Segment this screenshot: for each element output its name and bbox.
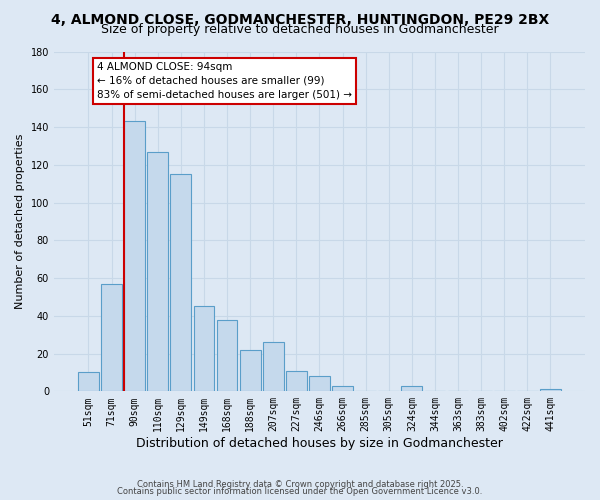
Bar <box>540 390 561 392</box>
Bar <box>124 122 145 392</box>
Bar <box>194 306 214 392</box>
Bar <box>401 386 422 392</box>
Bar <box>101 284 122 392</box>
Text: Size of property relative to detached houses in Godmanchester: Size of property relative to detached ho… <box>101 22 499 36</box>
Text: 4 ALMOND CLOSE: 94sqm
← 16% of detached houses are smaller (99)
83% of semi-deta: 4 ALMOND CLOSE: 94sqm ← 16% of detached … <box>97 62 352 100</box>
Bar <box>240 350 260 392</box>
X-axis label: Distribution of detached houses by size in Godmanchester: Distribution of detached houses by size … <box>136 437 503 450</box>
Bar <box>170 174 191 392</box>
Text: Contains HM Land Registry data © Crown copyright and database right 2025.: Contains HM Land Registry data © Crown c… <box>137 480 463 489</box>
Bar <box>217 320 238 392</box>
Bar <box>309 376 330 392</box>
Bar <box>263 342 284 392</box>
Bar <box>332 386 353 392</box>
Text: 4, ALMOND CLOSE, GODMANCHESTER, HUNTINGDON, PE29 2BX: 4, ALMOND CLOSE, GODMANCHESTER, HUNTINGD… <box>51 12 549 26</box>
Text: Contains public sector information licensed under the Open Government Licence v3: Contains public sector information licen… <box>118 487 482 496</box>
Y-axis label: Number of detached properties: Number of detached properties <box>15 134 25 309</box>
Bar <box>148 152 168 392</box>
Bar <box>78 372 99 392</box>
Bar <box>286 370 307 392</box>
